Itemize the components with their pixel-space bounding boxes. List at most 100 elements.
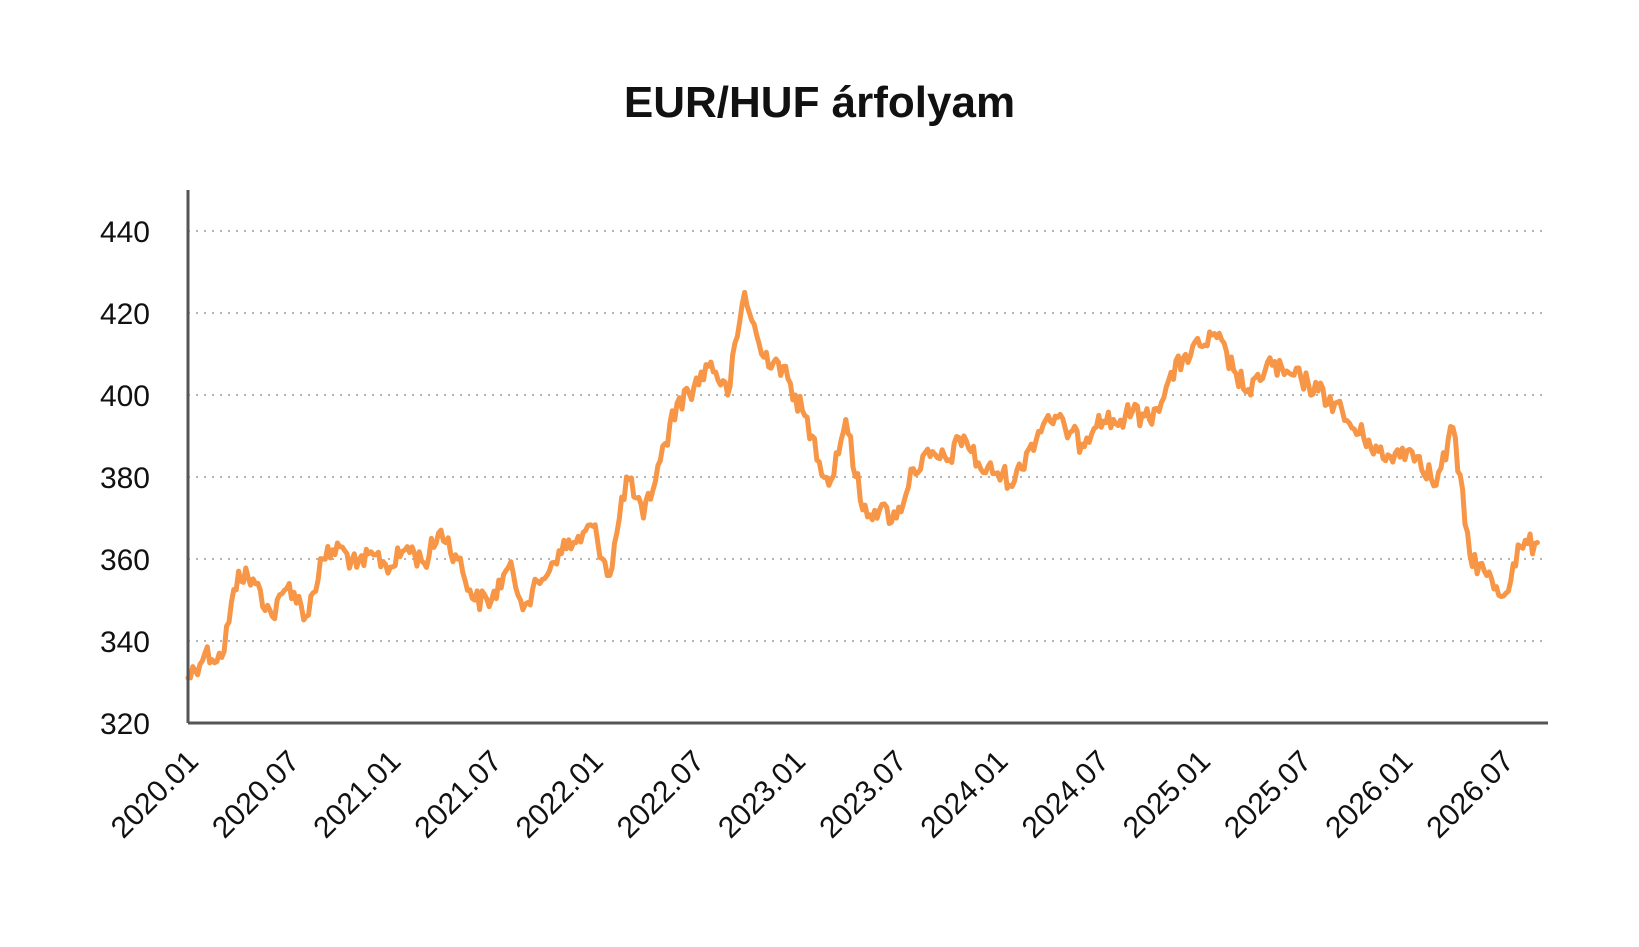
x-tick-label: 2026.07 — [1421, 745, 1521, 845]
data-point — [1096, 413, 1102, 418]
y-tick-label: 420 — [100, 298, 150, 331]
data-point — [1366, 437, 1372, 443]
data-point — [607, 572, 613, 578]
data-point — [1113, 421, 1119, 427]
x-tick-label: 2021.01 — [307, 745, 407, 845]
data-point — [1079, 441, 1085, 447]
y-tick-label: 360 — [100, 544, 150, 577]
chart-title: EUR/HUF árfolyam — [623, 78, 1016, 127]
data-point — [522, 601, 528, 607]
data-point — [1045, 413, 1051, 418]
data-point — [843, 417, 849, 423]
data-point — [455, 556, 461, 562]
data-point — [860, 507, 866, 513]
data-point — [725, 392, 731, 398]
data-point — [1298, 376, 1304, 382]
data-point — [691, 384, 697, 390]
x-tick-label: 2024.01 — [915, 745, 1015, 845]
data-point — [1484, 572, 1490, 578]
data-point — [1062, 425, 1068, 431]
data-point — [1163, 384, 1169, 390]
data-point — [961, 433, 967, 439]
data-point — [1383, 458, 1389, 464]
data-point — [1231, 367, 1237, 373]
data-point — [1534, 540, 1540, 546]
data-point — [1517, 544, 1523, 550]
data-point — [1197, 343, 1203, 349]
data-point — [489, 597, 495, 603]
data-point — [556, 548, 562, 554]
data-point — [387, 564, 393, 570]
x-tick-label: 2023.07 — [813, 745, 913, 845]
data-point — [758, 351, 764, 357]
data-point — [674, 400, 680, 406]
data-point — [219, 654, 225, 660]
data-point — [1399, 445, 1405, 451]
data-point — [995, 470, 1001, 476]
x-tick-label: 2024.07 — [1016, 745, 1116, 845]
y-tick-label: 400 — [100, 380, 150, 413]
data-point — [1501, 593, 1507, 599]
data-point — [978, 466, 984, 472]
data-point — [1315, 388, 1321, 394]
data-point — [1248, 392, 1254, 398]
data-point — [657, 458, 663, 464]
data-point — [1332, 400, 1338, 406]
data-point — [944, 458, 950, 464]
data-point — [893, 515, 899, 521]
x-tick-labels: 2020.01 2020.07 2021.01 2021.07 2022.01 2022.… — [105, 745, 1521, 845]
data-point — [1214, 335, 1220, 341]
series-line-0 — [185, 290, 1540, 681]
data-point — [1028, 441, 1034, 447]
data-point — [1264, 359, 1270, 365]
data-point — [252, 581, 258, 587]
data-point — [1349, 425, 1355, 431]
data-point — [1416, 454, 1422, 459]
data-point — [539, 577, 545, 582]
data-point — [826, 482, 832, 488]
gridlines — [188, 230, 1548, 642]
axes — [186, 190, 1548, 725]
x-tick-label: 2022.07 — [611, 745, 711, 845]
x-tick-label: 2021.07 — [409, 745, 509, 845]
data-point — [640, 515, 646, 521]
x-tick-label: 2020.07 — [206, 745, 306, 845]
y-tick-label: 440 — [100, 216, 150, 249]
data-point — [573, 540, 579, 546]
data-point — [371, 552, 377, 558]
x-tick-label: 2025.01 — [1117, 745, 1217, 845]
data-point — [421, 560, 427, 566]
data-point — [269, 613, 275, 619]
x-tick-label: 2022.01 — [510, 745, 610, 845]
data-point — [590, 523, 596, 529]
data-point — [708, 359, 714, 365]
data-point — [286, 581, 292, 587]
data-point — [775, 359, 781, 365]
data-point — [624, 474, 630, 480]
data-point — [1146, 417, 1152, 423]
data-point — [320, 556, 326, 562]
data-point — [236, 568, 242, 574]
y-tick-label: 320 — [100, 708, 150, 741]
x-tick-label: 2023.01 — [712, 745, 812, 845]
data-point — [927, 454, 933, 459]
data-point — [472, 597, 478, 603]
data-point — [877, 507, 883, 513]
data-point — [1450, 425, 1456, 431]
data-point — [354, 564, 360, 570]
data-point — [910, 466, 916, 472]
data-point — [505, 564, 511, 570]
data-point — [1011, 478, 1017, 484]
data-point — [1467, 552, 1473, 558]
x-tick-label: 2020.01 — [105, 745, 205, 845]
x-tick-label: 2025.07 — [1218, 745, 1318, 845]
data-point — [202, 650, 208, 656]
y-tick-labels: 320 340 360 380 400 420 440 — [100, 216, 150, 741]
data-point — [1180, 355, 1186, 361]
data-point — [337, 544, 343, 550]
data-point — [404, 544, 410, 550]
data-point — [1130, 408, 1136, 414]
data-point — [303, 613, 309, 619]
data-point — [792, 392, 798, 398]
